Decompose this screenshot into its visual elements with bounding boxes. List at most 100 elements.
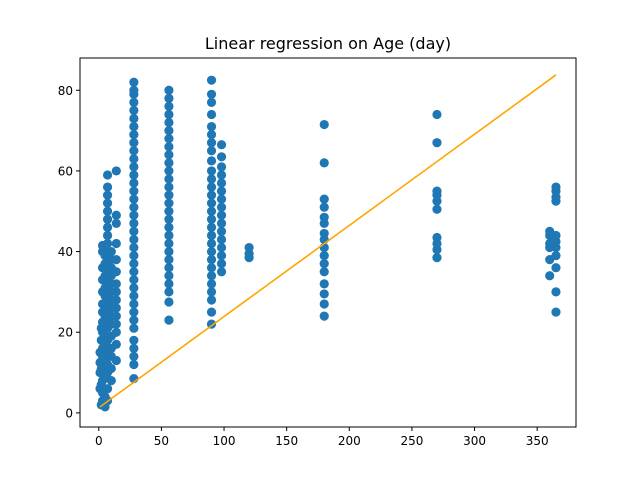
- data-point: [432, 138, 442, 148]
- data-point: [129, 194, 139, 204]
- data-point: [551, 182, 561, 192]
- x-tick-label: 150: [275, 434, 298, 448]
- data-point: [216, 202, 227, 212]
- data-point: [106, 363, 116, 374]
- data-point: [206, 246, 217, 257]
- x-tick-label: 250: [400, 434, 423, 448]
- data-point: [216, 178, 227, 188]
- data-point: [102, 214, 113, 224]
- data-point: [111, 327, 121, 337]
- data-point: [129, 226, 139, 237]
- data-point: [551, 251, 561, 261]
- data-point: [164, 287, 174, 297]
- data-point: [164, 206, 174, 216]
- data-point: [129, 113, 139, 124]
- data-point: [206, 255, 217, 265]
- data-point: [129, 291, 139, 301]
- data-point: [164, 271, 174, 281]
- data-point: [111, 287, 121, 297]
- regression-line: [99, 74, 557, 408]
- data-point: [216, 210, 227, 220]
- data-point: [319, 311, 329, 321]
- data-point: [206, 97, 217, 107]
- data-point: [319, 158, 329, 168]
- data-point: [129, 359, 139, 370]
- data-point: [129, 323, 139, 333]
- data-point: [164, 246, 174, 257]
- data-point: [102, 238, 113, 249]
- x-tick-label: 0: [95, 434, 103, 448]
- data-point: [206, 156, 217, 166]
- x-tick-label: 200: [338, 434, 361, 448]
- data-point: [129, 105, 139, 116]
- data-point: [216, 170, 227, 180]
- data-point: [551, 307, 561, 317]
- data-point: [244, 242, 254, 253]
- data-point: [206, 279, 217, 289]
- data-point: [206, 146, 217, 156]
- data-point: [164, 230, 174, 241]
- data-point: [164, 85, 174, 95]
- data-point: [129, 210, 139, 220]
- data-point: [319, 251, 329, 261]
- data-point: [164, 142, 174, 152]
- data-point: [106, 246, 116, 257]
- data-point: [102, 206, 113, 216]
- data-point: [111, 319, 121, 329]
- data-point: [216, 186, 227, 196]
- data-point: [206, 130, 217, 140]
- plot-frame: [79, 57, 577, 428]
- data-point: [206, 121, 217, 132]
- x-tick-label: 300: [463, 434, 486, 448]
- data-point: [206, 271, 217, 281]
- data-point: [319, 299, 329, 309]
- data-point: [102, 190, 113, 200]
- data-point: [206, 295, 217, 305]
- data-point: [206, 263, 217, 273]
- x-tick-label: 350: [526, 434, 549, 448]
- data-point: [164, 315, 174, 325]
- data-point: [164, 198, 174, 208]
- data-point: [102, 170, 113, 180]
- data-point: [129, 283, 139, 293]
- data-point: [432, 253, 442, 263]
- data-point: [206, 75, 217, 85]
- x-tick-label: 100: [213, 434, 236, 448]
- data-point: [216, 242, 227, 253]
- data-point: [206, 198, 217, 208]
- data-point: [319, 228, 329, 239]
- data-point: [129, 315, 139, 325]
- data-point: [432, 109, 442, 120]
- data-point: [164, 279, 174, 289]
- data-point: [206, 166, 217, 176]
- data-point: [206, 138, 217, 148]
- data-point: [129, 351, 139, 362]
- data-point: [164, 101, 174, 111]
- data-point: [319, 202, 329, 212]
- data-point: [111, 279, 121, 289]
- data-point: [129, 234, 139, 245]
- data-point: [432, 204, 442, 214]
- data-point: [164, 190, 174, 200]
- data-point: [129, 267, 139, 277]
- data-point: [129, 218, 139, 228]
- data-point: [164, 214, 174, 224]
- data-point: [216, 267, 227, 277]
- data-point: [111, 238, 121, 249]
- data-point: [164, 158, 174, 168]
- data-point: [129, 146, 139, 156]
- data-point: [102, 182, 113, 192]
- data-point: [432, 232, 442, 243]
- data-point: [216, 234, 227, 245]
- data-point: [111, 210, 121, 220]
- y-tick-label: 0: [65, 406, 73, 420]
- data-point: [111, 166, 121, 176]
- data-point: [164, 166, 174, 176]
- data-point: [129, 275, 139, 285]
- data-point: [216, 218, 227, 228]
- data-point: [129, 186, 139, 196]
- data-point: [102, 198, 113, 208]
- data-point: [216, 194, 227, 204]
- data-point: [319, 267, 329, 277]
- data-point: [206, 287, 217, 297]
